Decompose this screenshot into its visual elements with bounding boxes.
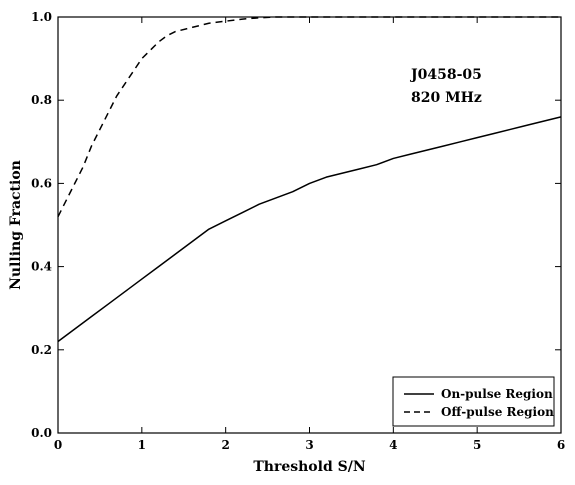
x-tick-label: 6 <box>557 438 565 452</box>
ticks-layer: 0 1 2 3 4 5 6 0.0 0.2 0.4 0.6 0.8 1.0 <box>31 10 565 452</box>
series-layer <box>57 16 562 343</box>
y-tick-label: 0.4 <box>31 260 52 274</box>
y-tick-label: 0.8 <box>31 93 52 107</box>
x-tick-label: 1 <box>138 438 146 452</box>
y-tick-label: 1.0 <box>31 10 52 24</box>
y-tick-label: 0.2 <box>31 343 52 357</box>
y-tick-label: 0.6 <box>31 176 52 190</box>
x-tick-label: 5 <box>473 438 481 452</box>
x-tick-label: 4 <box>389 438 397 452</box>
legend-box <box>392 376 555 427</box>
series-line-off-pulse <box>57 16 561 218</box>
x-axis-label: Threshold S/N <box>253 459 365 475</box>
annotation-frequency: 820 MHz <box>411 90 482 106</box>
series-line-on-pulse <box>57 116 562 343</box>
legend-label-on-pulse: On-pulse Region <box>441 387 553 401</box>
x-tick-label: 2 <box>221 438 229 452</box>
x-tick-label: 3 <box>305 438 313 452</box>
y-axis-label: Nulling Fraction <box>8 160 24 290</box>
plot-frame <box>57 16 562 434</box>
y-tick-label: 0.0 <box>31 426 52 440</box>
annotation-source-name: J0458-05 <box>409 67 482 83</box>
x-tick-label: 0 <box>54 438 62 452</box>
legend-label-off-pulse: Off-pulse Region <box>441 405 554 419</box>
legend: On-pulse Region Off-pulse Region <box>392 376 555 427</box>
